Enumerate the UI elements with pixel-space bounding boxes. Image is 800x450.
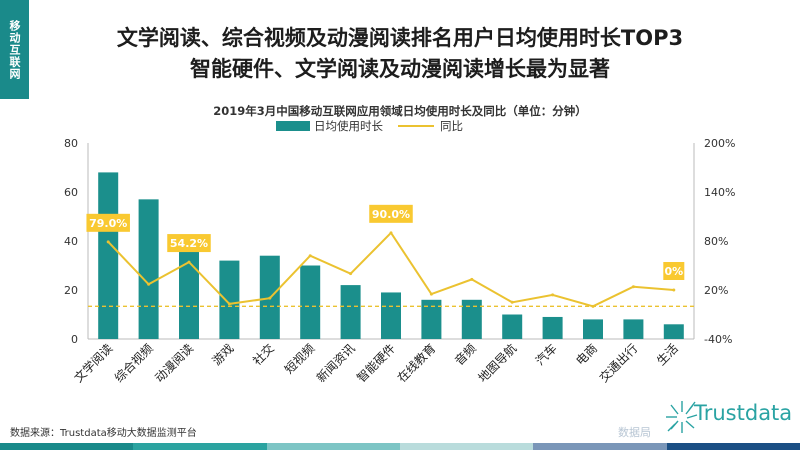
bottom-bar-segment [133,443,267,450]
x-tick-label: 在线教育 [394,341,439,386]
y-tick-left: 60 [64,186,78,199]
x-tick-label: 新闻资讯 [313,341,358,386]
growth-point [349,272,353,276]
x-tick-label: 动漫阅读 [152,341,196,385]
section-tab: 移动互联网 [0,0,29,99]
headline-line2: 智能硬件、文学阅读及动漫阅读增长最为显著 [190,57,610,81]
y-tick-right: -40% [704,333,732,346]
growth-point [470,277,474,281]
y-tick-left: 0 [71,333,78,346]
legend-bar-swatch [276,121,310,131]
y-tick-left: 20 [64,284,78,297]
bottom-bar-segment [0,443,134,450]
headline-line1: 文学阅读、综合视频及动漫阅读排名用户日均使用时长TOP3 [116,26,684,50]
data-label-box [86,213,130,232]
bottom-bar-segment [533,443,667,450]
chart-title: 2019年3月中国移动互联网应用领域日均使用时长及同比（单位：分钟） [213,104,587,118]
data-label: 90.0% [372,208,410,221]
bar [542,316,563,339]
growth-point [631,285,635,289]
x-tick-label: 交通出行 [596,341,641,386]
bar [421,299,442,339]
x-tick-label: 地图导航 [475,341,520,386]
legend-line-label: 同比 [440,119,463,133]
data-label-box [663,262,685,280]
bar [300,265,321,339]
bar [98,172,119,339]
growth-point [672,288,676,292]
bottom-bar-segment [266,443,400,450]
watermark: 数据局 [618,426,651,439]
data-label-box [167,234,211,253]
x-tick-label: 汽车 [532,341,560,369]
bar [663,324,684,339]
x-tick-label: 短视频 [281,341,317,377]
growth-point [551,293,555,297]
bar [138,199,159,339]
bar [623,319,644,339]
growth-point [227,302,231,306]
bottom-bar-segment [399,443,534,450]
x-tick-label: 综合视频 [111,341,156,386]
bar [583,319,603,339]
bar [381,292,401,339]
legend-bar-label: 日均使用时长 [314,119,383,133]
y-tick-right: 200% [704,137,735,150]
data-label: 54.2% [170,237,208,250]
data-source: 数据来源：Trustdata移动大数据监测平台 [10,428,197,439]
logo-text: Trustdata [694,401,793,425]
growth-point [429,292,433,296]
y-tick-right: 20% [704,284,728,297]
bar [502,314,523,339]
growth-point [187,260,191,264]
bottom-bar-segment [666,443,800,450]
y-tick-left: 80 [64,137,78,150]
bar [461,299,482,339]
growth-point [389,231,393,235]
trustdata-logo-icon [666,401,698,433]
y-tick-left: 40 [64,235,78,248]
growth-point [106,240,110,244]
data-label-box [369,204,413,223]
y-tick-right: 140% [704,186,735,199]
x-tick-label: 电商 [573,341,601,369]
section-tab-label: 移动互联网 [8,19,21,80]
bar [179,248,199,339]
y-tick-right: 80% [704,235,728,248]
x-tick-label: 生活 [654,341,681,368]
bar [219,260,240,339]
x-tick-label: 文学阅读 [71,341,116,386]
x-tick-label: 社交 [249,341,277,369]
bar [340,285,361,339]
data-label: 0% [664,265,683,278]
growth-point [268,296,272,300]
growth-point [510,300,514,304]
growth-point [591,304,595,308]
growth-point [147,282,151,286]
growth-point [308,254,312,258]
x-tick-label: 音频 [451,341,479,369]
x-tick-label: 智能硬件 [354,341,399,386]
data-label: 79.0% [89,217,127,230]
bottom-color-bar [0,443,800,450]
x-tick-label: 游戏 [210,341,237,368]
